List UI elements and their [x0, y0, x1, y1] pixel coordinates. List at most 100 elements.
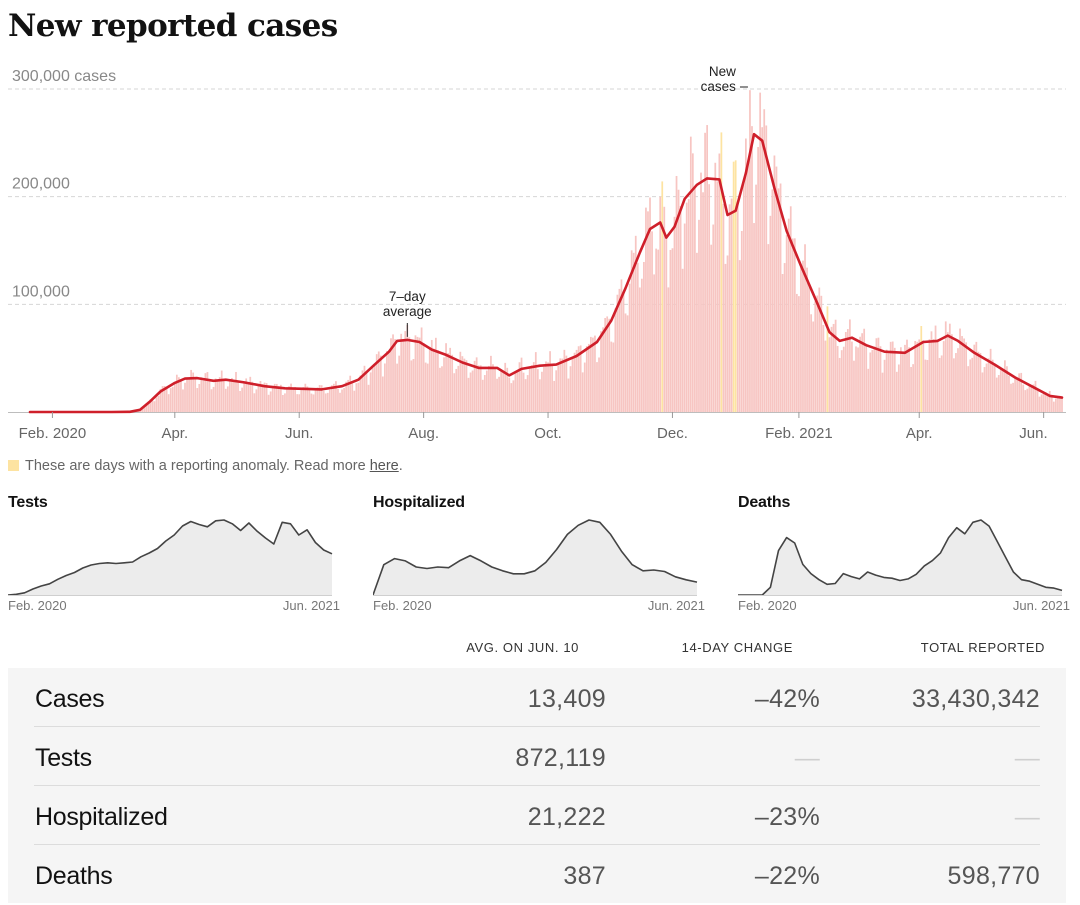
daily-bar — [881, 372, 884, 412]
x-tick-label: Jun. — [1019, 425, 1047, 442]
deaths-end-label: Jun. 2021 — [1012, 598, 1070, 613]
daily-bar — [916, 341, 919, 412]
daily-bar — [481, 379, 484, 412]
daily-bar — [155, 397, 158, 412]
daily-bar — [965, 342, 968, 412]
total-value: 598,770 — [947, 862, 1040, 890]
daily-bar — [610, 341, 613, 412]
total-value: — — [1014, 803, 1040, 831]
sparkline-line — [373, 519, 698, 596]
daily-bar — [694, 186, 696, 412]
daily-bar — [685, 202, 688, 412]
daily-bar — [879, 346, 882, 412]
daily-bar — [339, 392, 341, 412]
daily-bar — [194, 378, 197, 412]
daily-bar — [555, 370, 558, 412]
daily-bar — [483, 375, 486, 412]
daily-bar — [184, 382, 186, 412]
daily-bar — [808, 285, 810, 412]
daily-bar — [524, 379, 527, 412]
daily-bar — [233, 380, 235, 412]
daily-bar — [345, 381, 347, 412]
daily-bar — [577, 346, 580, 412]
daily-bar — [384, 363, 386, 412]
daily-bar — [1038, 396, 1041, 412]
daily-bar — [710, 244, 713, 412]
daily-bar — [602, 327, 604, 412]
daily-bar — [963, 338, 965, 412]
daily-bar — [1016, 378, 1019, 412]
daily-bar — [959, 328, 961, 412]
header-total: TOTAL REPORTED — [920, 640, 1045, 655]
daily-bar — [520, 357, 523, 412]
daily-bar — [494, 367, 496, 412]
header-change: 14-DAY CHANGE — [681, 640, 793, 655]
daily-bar — [220, 370, 223, 412]
daily-bar — [206, 372, 209, 412]
daily-bar — [773, 155, 776, 412]
daily-bar — [953, 358, 955, 412]
daily-bar — [828, 337, 831, 412]
daily-bar — [822, 324, 825, 412]
change-value: –42% — [754, 685, 820, 713]
daily-bar — [722, 203, 725, 412]
daily-bar — [900, 347, 902, 412]
daily-bar — [991, 359, 994, 412]
daily-bar — [536, 369, 539, 412]
daily-bar — [514, 372, 517, 412]
daily-bar — [663, 206, 666, 412]
daily-bar — [351, 383, 354, 412]
daily-bar — [463, 358, 466, 412]
row-label: Cases — [35, 685, 105, 713]
daily-bar — [441, 366, 443, 412]
daily-bar — [691, 153, 694, 412]
daily-bar — [687, 199, 690, 412]
daily-bar — [1046, 393, 1049, 412]
daily-bar — [1050, 396, 1053, 412]
daily-bar — [914, 340, 917, 412]
daily-bar — [439, 367, 441, 412]
daily-bar — [855, 346, 857, 412]
daily-bar — [528, 368, 531, 412]
daily-bar — [902, 352, 904, 412]
deaths-start-label: Feb. 2020 — [738, 598, 797, 613]
daily-bar — [983, 367, 986, 412]
daily-bar — [771, 189, 774, 412]
cases-annotation-label: cases — [701, 79, 737, 94]
daily-bar — [318, 385, 321, 412]
total-value: 33,430,342 — [911, 685, 1040, 713]
daily-bar — [698, 219, 700, 412]
sparkline-area — [373, 520, 697, 595]
daily-bar — [977, 351, 980, 412]
daily-bar — [188, 379, 190, 412]
daily-bar — [922, 340, 925, 412]
daily-bar — [451, 354, 454, 412]
daily-bar — [412, 359, 415, 412]
daily-bar — [767, 244, 770, 412]
daily-bar — [543, 366, 545, 412]
daily-bar — [824, 340, 827, 412]
daily-bar — [624, 313, 627, 412]
daily-bar — [893, 347, 896, 412]
daily-bar — [216, 380, 219, 412]
daily-bar — [479, 365, 482, 412]
daily-bar — [906, 339, 908, 412]
daily-bar — [349, 375, 352, 412]
daily-bar — [447, 353, 449, 412]
anomaly-read-more-link[interactable]: here — [369, 458, 399, 474]
daily-bar — [373, 363, 376, 412]
daily-bar — [1001, 369, 1004, 412]
daily-bar — [147, 401, 150, 412]
daily-bar — [696, 252, 698, 412]
page-title: New reported cases — [8, 8, 338, 44]
hospitalized-mini-chart-title: Hospitalized — [373, 494, 465, 511]
daily-bar — [626, 315, 629, 412]
daily-bar — [950, 334, 953, 412]
table-row: Deaths 387 –22% 598,770 — [34, 845, 1040, 903]
daily-bar — [818, 287, 821, 412]
daily-bar — [357, 382, 360, 412]
daily-bar — [224, 388, 227, 412]
daily-bar — [296, 394, 299, 412]
daily-bar — [314, 389, 317, 412]
daily-bar — [930, 331, 933, 412]
